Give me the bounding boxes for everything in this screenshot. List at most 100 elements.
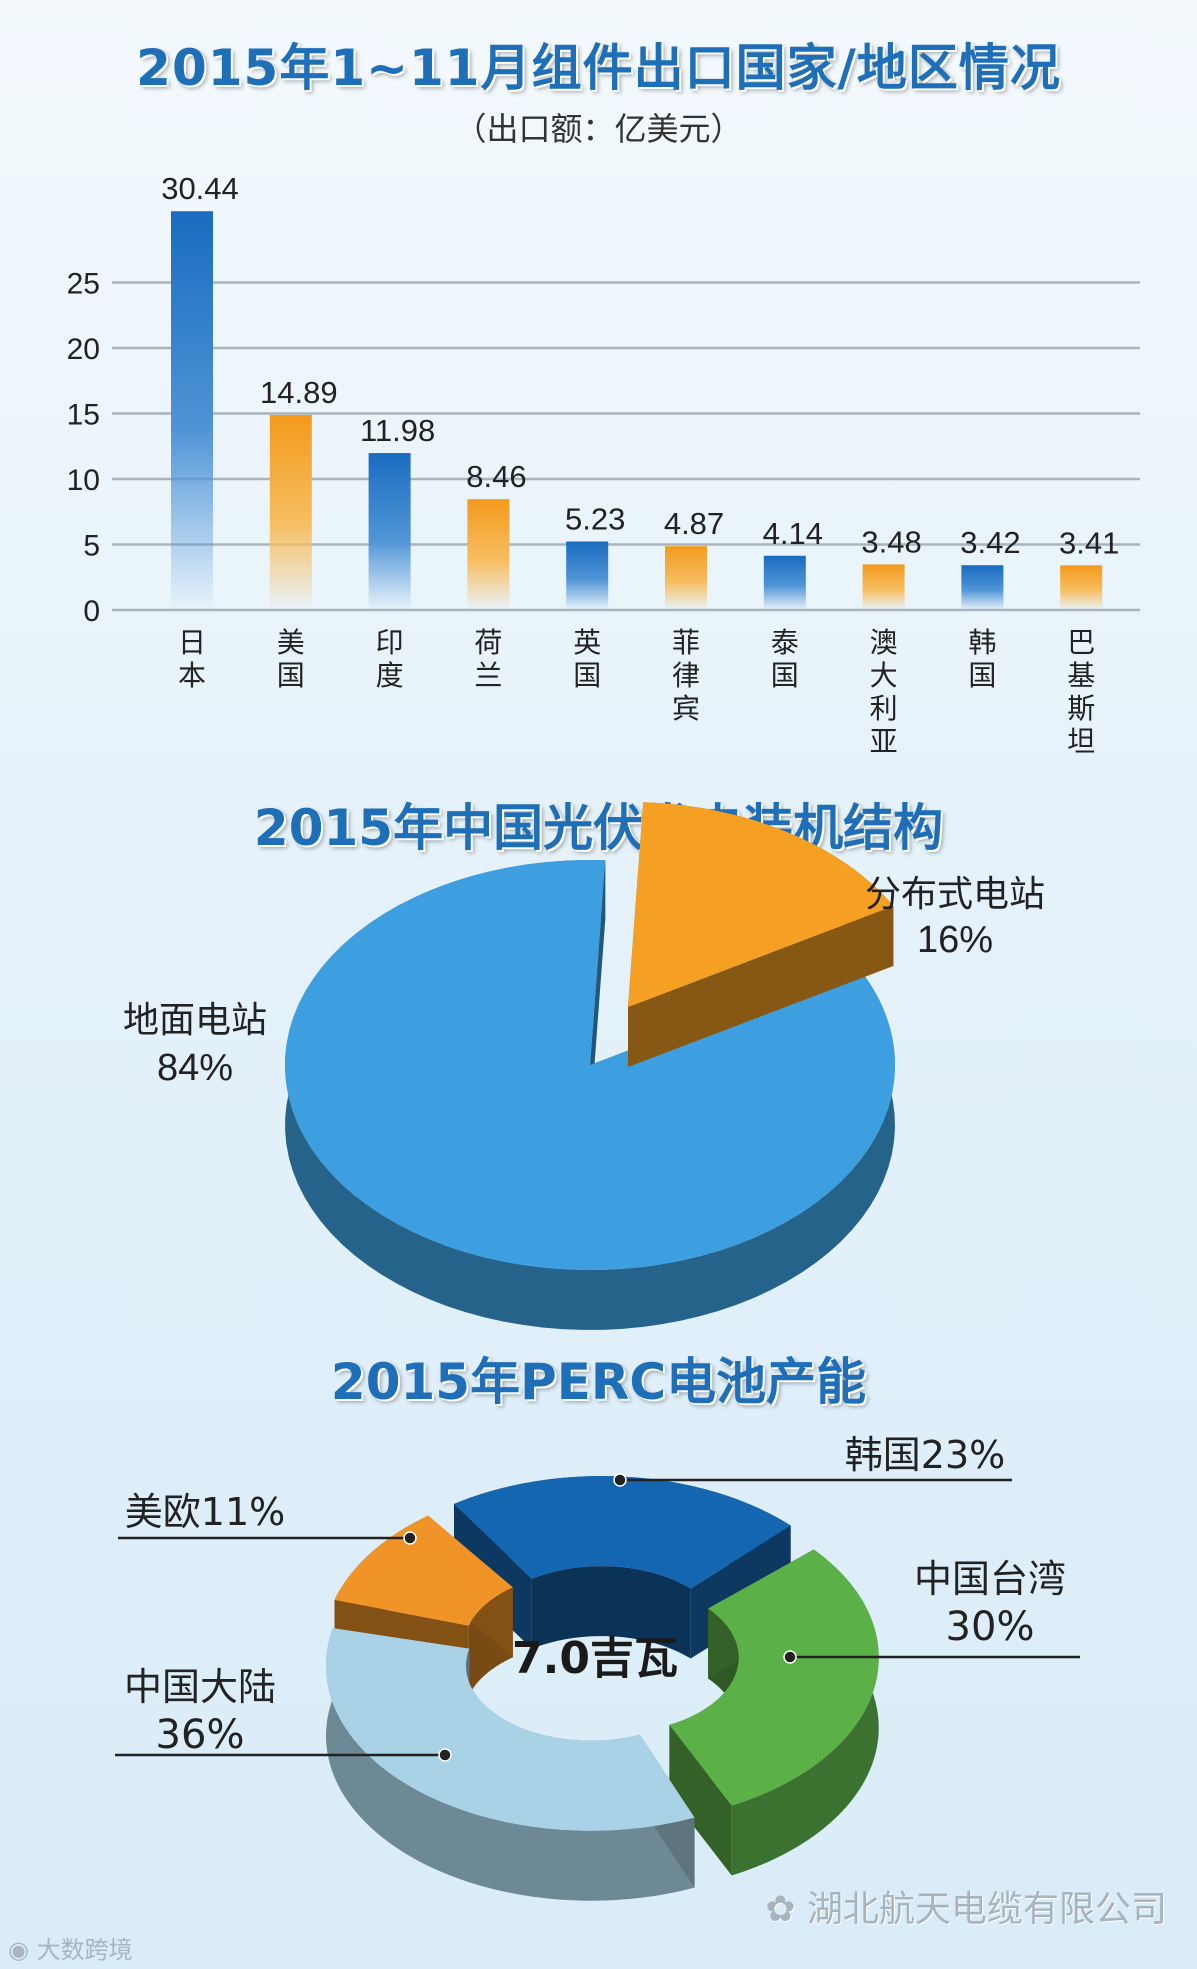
donut-center-label: 7.0吉瓦 xyxy=(512,1633,678,1684)
bar xyxy=(763,555,806,610)
category-label-char: 日 xyxy=(178,626,206,659)
bar-value-label: 4.87 xyxy=(664,506,724,541)
y-tick-label: 0 xyxy=(83,595,100,628)
category-label-char: 本 xyxy=(178,659,206,692)
category-label-char: 坦 xyxy=(1067,725,1095,758)
donut-slice xyxy=(334,1515,513,1696)
donut-slice-label: 韩国23% xyxy=(845,1433,1005,1477)
category-label-char: 斯 xyxy=(1067,692,1095,725)
watermark-source: ◉ 大数跨境 xyxy=(8,1930,133,1965)
bar xyxy=(171,211,213,610)
watermark-source-text: 大数跨境 xyxy=(36,1936,133,1964)
donut-slice-cap xyxy=(669,1724,732,1876)
donut-slice-outer-side xyxy=(325,1628,695,1901)
y-tick-label: 10 xyxy=(67,464,100,497)
donut-slice-label: 中国台湾 xyxy=(914,1557,1066,1601)
bar-value-label: 14.89 xyxy=(260,375,338,410)
watermark-company: ✿ 湖北航天电缆有限公司 xyxy=(765,1880,1167,1932)
category-label: 日本 xyxy=(178,626,206,692)
category-label: 泰国 xyxy=(771,626,799,692)
bar-chart: 0 5 10 15 20 25 30.44 日本 14.89 美国 11.98 印度 8.46 荷兰 5.2… xyxy=(67,171,1140,758)
donut-slice-top xyxy=(669,1549,879,1806)
donut-slice-label: 中国大陆 xyxy=(124,1665,276,1709)
category-label-char: 泰 xyxy=(771,626,799,659)
leader-dot xyxy=(438,1748,452,1762)
bar-value-label: 3.48 xyxy=(861,524,921,559)
pie-slice-label: 地面电站 xyxy=(123,1000,267,1041)
category-label-char: 度 xyxy=(376,659,404,692)
bar-chart-title: 2015年1~11月组件出口国家/地区情况 xyxy=(136,39,1061,97)
bar-chart-subtitle: （出口额：亿美元） xyxy=(454,110,743,148)
bar xyxy=(566,541,609,610)
bar xyxy=(862,564,905,610)
pie-slice-percent: 84% xyxy=(157,1047,233,1089)
bar-value-label: 8.46 xyxy=(466,459,526,494)
bar xyxy=(1060,565,1103,610)
category-label: 印度 xyxy=(376,626,404,692)
pie-slice xyxy=(628,802,894,1067)
weibo-icon: ◉ xyxy=(8,1936,37,1964)
bar-value-label: 4.14 xyxy=(763,516,823,551)
y-tick-label: 5 xyxy=(83,530,100,563)
bar-value-label: 30.44 xyxy=(161,171,239,206)
wechat-icon: ✿ xyxy=(765,1889,807,1930)
category-label: 韩国 xyxy=(968,626,996,692)
bar-value-label: 3.42 xyxy=(960,525,1020,560)
category-label-char: 美 xyxy=(277,626,305,659)
y-tick-label: 20 xyxy=(67,333,100,366)
donut-slice-top xyxy=(334,1515,513,1626)
bar xyxy=(269,414,312,610)
donut-slice-label: 36% xyxy=(156,1712,245,1758)
donut-slice-top xyxy=(453,1476,791,1589)
category-label: 英国 xyxy=(573,626,601,692)
category-label: 菲律宾 xyxy=(672,626,700,725)
bar xyxy=(467,499,510,610)
category-label-char: 利 xyxy=(870,692,898,725)
category-label-char: 基 xyxy=(1067,659,1095,692)
category-label-char: 律 xyxy=(672,659,700,692)
pie-slice-top xyxy=(628,802,894,1007)
pie-slice-percent: 16% xyxy=(917,919,993,961)
category-label: 美国 xyxy=(277,626,305,692)
donut-slice-top xyxy=(325,1628,695,1831)
donut-chart-title: 2015年PERC电池产能 xyxy=(330,1353,867,1411)
category-label-char: 荷 xyxy=(474,626,502,659)
pie-slice-cut xyxy=(590,860,606,1125)
category-label: 荷兰 xyxy=(474,626,502,692)
category-label-char: 韩 xyxy=(968,626,996,659)
donut-slice-inner-side xyxy=(531,1566,691,1659)
donut-leader: 美欧11% xyxy=(118,1490,417,1545)
pie-slice-label: 分布式电站 xyxy=(865,874,1045,915)
category-label-char: 亚 xyxy=(870,725,898,758)
y-tick-label: 25 xyxy=(67,268,100,301)
y-tick-label: 15 xyxy=(67,399,100,432)
donut-slice-label: 30% xyxy=(946,1604,1035,1650)
category-label-char: 国 xyxy=(277,659,305,692)
bar xyxy=(961,565,1004,610)
bar-value-label: 11.98 xyxy=(360,413,435,448)
category-label-char: 国 xyxy=(573,659,601,692)
category-label-char: 英 xyxy=(573,626,601,659)
category-label-char: 印 xyxy=(376,626,404,659)
bar-value-label: 5.23 xyxy=(565,501,625,536)
donut-slice-label: 美欧11% xyxy=(125,1490,285,1534)
bar xyxy=(368,453,411,610)
pie-slice-top xyxy=(285,860,896,1271)
bar xyxy=(665,546,707,610)
category-label-char: 宾 xyxy=(672,692,700,725)
category-label-char: 兰 xyxy=(474,659,502,692)
donut-slice xyxy=(669,1549,879,1876)
pie-chart-title: 2015年中国光伏发电装机结构 xyxy=(253,799,944,857)
leader-dot xyxy=(403,1531,417,1545)
category-label-char: 大 xyxy=(870,659,898,692)
leader-dot xyxy=(613,1473,627,1487)
category-label-char: 菲 xyxy=(672,626,700,659)
donut-leader: 韩国23% xyxy=(613,1433,1012,1487)
